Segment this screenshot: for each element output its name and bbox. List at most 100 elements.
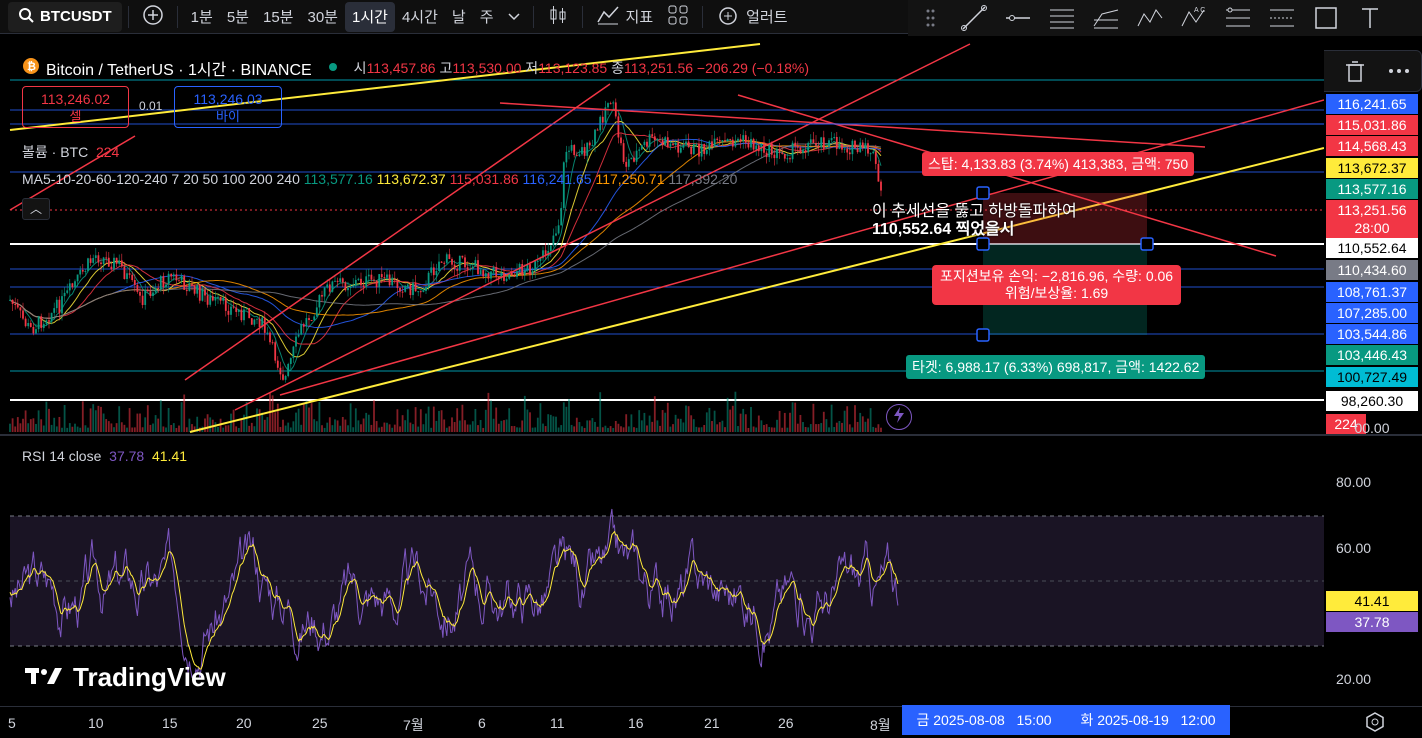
volume-bar [825, 419, 828, 432]
candle-body [217, 296, 219, 298]
fib-retracement-tool-icon[interactable] [1084, 1, 1128, 35]
volume-bar [300, 424, 303, 432]
rsi-legend[interactable]: RSI 14 close 37.78 41.41 [22, 448, 188, 464]
interval-1m[interactable]: 1분 [190, 9, 213, 26]
interval-4h[interactable]: 4시간 [401, 9, 438, 26]
fib-channel-tool-icon[interactable] [1216, 1, 1260, 35]
interval-day[interactable]: 날 [451, 9, 466, 26]
candle-body [570, 145, 573, 151]
volume-bar [523, 395, 526, 432]
text-tool-icon[interactable] [1348, 1, 1392, 35]
volume-bar [687, 406, 690, 432]
layouts-button[interactable] [660, 2, 696, 32]
volume-bar [375, 421, 378, 432]
pane-separator[interactable] [0, 434, 1422, 436]
candle-body [209, 296, 212, 305]
compare-add-button[interactable] [135, 2, 171, 32]
gann-tool-icon[interactable] [1260, 1, 1304, 35]
candle-body [219, 296, 222, 301]
rectangle-tool-icon[interactable] [1304, 1, 1348, 35]
candle-body [427, 272, 430, 287]
volume-bar [726, 397, 729, 432]
volume-bar [378, 427, 381, 432]
candle-body [768, 143, 771, 158]
candle-body [456, 268, 459, 271]
candle-body [425, 286, 427, 291]
trendline-note[interactable]: 이 추세선을 뚫고 하방돌파하여 110,552.64 찍었을시 [872, 203, 1077, 238]
target-label[interactable]: 타겟: 6,988.17 (6.33%) 698,817, 금액: 1422.6… [906, 355, 1206, 379]
interval-15m[interactable]: 15분 [262, 9, 294, 26]
sell-button[interactable]: 113,246.02 셀 [22, 86, 129, 128]
volume-bar [445, 427, 448, 432]
volume-bar [323, 427, 326, 432]
candle-body [765, 152, 768, 158]
volume-bar [521, 420, 524, 432]
collapse-legend-button[interactable]: ︿ [22, 198, 50, 220]
parallel-channel-tool-icon[interactable] [1040, 1, 1084, 35]
ma-legend[interactable]: MA5-10-20-60-120-240 7 20 50 100 200 240… [22, 171, 738, 187]
chart-type-button[interactable] [540, 2, 576, 32]
volume-bar [679, 418, 682, 432]
candle-body [401, 291, 404, 293]
candle-body [674, 142, 677, 145]
pattern-tool-icon[interactable] [1128, 1, 1172, 35]
interval-dropdown[interactable] [501, 2, 527, 32]
rsi-pane[interactable] [0, 436, 1324, 706]
candle-body [620, 137, 622, 144]
drag-handle-icon[interactable] [908, 1, 952, 35]
buy-button[interactable]: 113,246.03 바이 [174, 86, 282, 128]
settings-gear-button[interactable] [1364, 711, 1388, 735]
candle-body [84, 270, 87, 272]
volume-bar [830, 404, 833, 432]
volume-bar [661, 410, 664, 432]
candle-body [716, 138, 719, 141]
alert-button[interactable]: 얼러트 [709, 2, 794, 32]
volume-bar [167, 407, 170, 432]
volume-legend[interactable]: 볼륨 · BTC 224 [22, 144, 120, 160]
position-handle [976, 186, 990, 200]
candle-body [575, 155, 578, 157]
replay-lightning-button[interactable] [886, 404, 912, 430]
candle-body [204, 289, 206, 296]
trendline-tool-icon[interactable] [952, 1, 996, 35]
ma-value-4: 117,250.71 [591, 171, 665, 187]
position-pnl-label[interactable]: 포지션보유 손익: −2,816.96, 수량: 0.06 위험/보상율: 1.… [932, 265, 1182, 305]
interval-5m[interactable]: 5분 [226, 9, 249, 26]
candle-body [386, 274, 388, 278]
more-icon[interactable] [1377, 51, 1421, 91]
interval-30m[interactable]: 30분 [307, 9, 338, 26]
abcd-pattern-tool-icon[interactable]: A C [1172, 1, 1216, 35]
volume-bar [440, 410, 443, 432]
time-tick: 25 [312, 715, 328, 731]
symbol-search-button[interactable]: BTCUSDT [8, 1, 122, 32]
candle-body [87, 258, 89, 271]
candle-body [659, 139, 661, 141]
candle-body [755, 145, 758, 150]
horizontal-ray-tool-icon[interactable] [996, 1, 1040, 35]
candle-body [282, 374, 284, 380]
candle-body [690, 146, 693, 155]
volume-bar [81, 401, 84, 432]
candle-body [700, 144, 703, 157]
candle-body [331, 281, 334, 292]
trash-icon[interactable] [1333, 51, 1377, 91]
interval-week[interactable]: 주 [479, 9, 494, 26]
candle-body [170, 273, 173, 277]
time-tick: 20 [236, 715, 252, 731]
volume-bar [380, 426, 383, 432]
volume-bar [869, 408, 872, 432]
volume-bar [627, 426, 630, 432]
candle-body [373, 279, 375, 281]
rsi-value-label: 37.78 [1326, 612, 1418, 632]
gear-icon [1364, 712, 1386, 737]
volume-bar [263, 419, 266, 432]
interval-1h[interactable]: 1시간 [344, 1, 395, 32]
indicators-button[interactable]: 지표 [589, 2, 661, 32]
stop-label[interactable]: 스탑: 4,133.83 (3.74%) 413,383, 금액: 750 [922, 152, 1195, 176]
candle-body [55, 299, 58, 309]
candle-body [94, 255, 97, 259]
candle-body [393, 279, 396, 281]
volume-bar [482, 427, 485, 432]
candle-body [856, 148, 859, 153]
volume-bar [159, 400, 162, 432]
